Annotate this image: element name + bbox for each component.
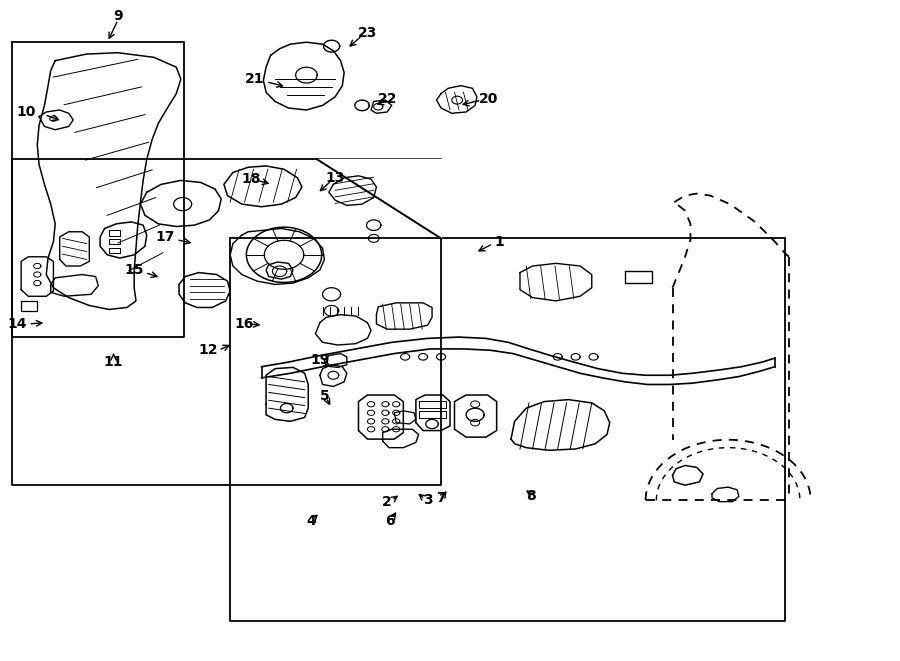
Text: 21: 21 (245, 72, 265, 86)
Text: 9: 9 (113, 9, 122, 23)
Text: 17: 17 (155, 230, 175, 244)
Text: 16: 16 (234, 317, 253, 331)
Text: 12: 12 (198, 343, 218, 357)
Text: 20: 20 (479, 92, 499, 106)
Text: 18: 18 (241, 172, 261, 186)
Text: 1: 1 (494, 235, 504, 249)
Text: 15: 15 (124, 263, 144, 277)
Text: 6: 6 (385, 514, 395, 528)
Text: 14: 14 (8, 317, 27, 331)
Text: 19: 19 (310, 353, 329, 367)
Text: 8: 8 (526, 489, 536, 504)
Text: 2: 2 (382, 494, 392, 508)
Text: 11: 11 (104, 355, 123, 369)
Polygon shape (317, 159, 441, 239)
Text: 7: 7 (436, 491, 446, 506)
Text: 4: 4 (306, 514, 316, 528)
Text: 3: 3 (423, 493, 432, 508)
Text: 10: 10 (17, 105, 36, 119)
Text: 13: 13 (326, 171, 345, 185)
Text: 5: 5 (320, 389, 329, 403)
Text: 23: 23 (358, 26, 377, 40)
Text: 22: 22 (377, 92, 397, 106)
